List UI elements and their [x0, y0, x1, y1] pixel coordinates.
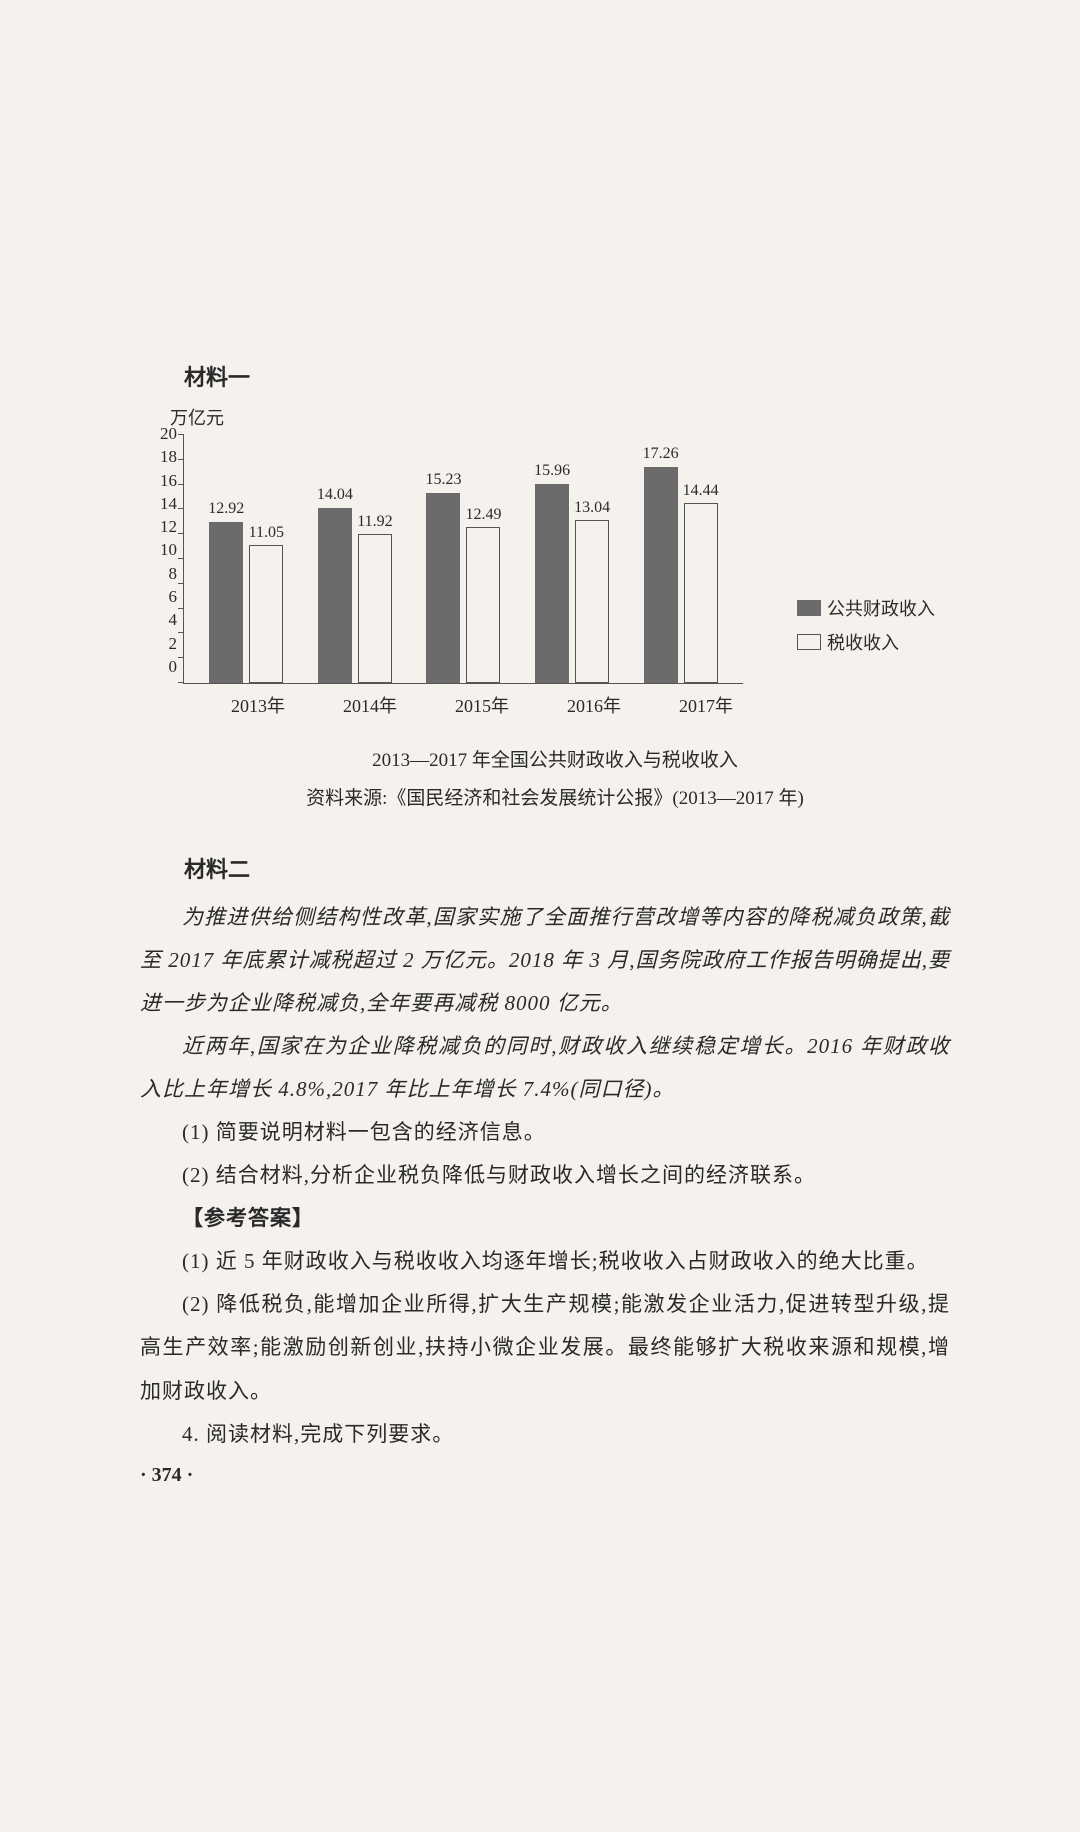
material2-text: 为推进供给侧结构性改革,国家实施了全面推行营改增等内容的降税减负政策,截至 20… — [140, 896, 950, 1111]
bar-value-label: 17.26 — [643, 445, 679, 463]
bar-value-label: 11.05 — [249, 524, 284, 542]
legend-label: 公共财政收入 — [827, 595, 935, 621]
y-tick-label: 2 — [160, 635, 177, 652]
paragraph-2: 近两年,国家在为企业降税减负的同时,财政收入继续稳定增长。2016 年财政收入比… — [140, 1025, 950, 1111]
legend-item-1: 公共财政收入 — [797, 595, 935, 621]
x-tick-label: 2013年 — [231, 692, 285, 718]
legend-item-2: 税收收入 — [797, 629, 935, 655]
bar-value-label: 15.23 — [425, 471, 461, 489]
bar-group: 17.2614.44 — [644, 467, 718, 683]
legend-swatch-empty — [797, 634, 821, 650]
bar: 13.04 — [575, 520, 609, 683]
questions: (1) 简要说明材料一包含的经济信息。 (2) 结合材料,分析企业税负降低与财政… — [140, 1111, 950, 1197]
bar-value-label: 14.04 — [317, 486, 353, 504]
y-tick-label: 4 — [160, 611, 177, 628]
bar-group: 15.2312.49 — [426, 493, 500, 683]
question-2: (2) 结合材料,分析企业税负降低与财政收入增长之间的经济联系。 — [140, 1154, 950, 1197]
bar: 17.26 — [644, 467, 678, 683]
bar-value-label: 12.92 — [208, 500, 244, 518]
x-tick-label: 2017年 — [679, 692, 733, 718]
question-4: 4. 阅读材料,完成下列要求。 — [140, 1413, 950, 1456]
answer-block: 【参考答案】 (1) 近 5 年财政收入与税收收入均逐年增长;税收收入占财政收入… — [140, 1197, 950, 1455]
x-tick-label: 2014年 — [343, 692, 397, 718]
bar-value-label: 12.49 — [465, 506, 501, 524]
legend-label: 税收收入 — [827, 629, 899, 655]
chart-source: 资料来源:《国民经济和社会发展统计公报》(2013—2017 年) — [160, 780, 950, 818]
y-tick-label: 12 — [160, 518, 177, 535]
bar-value-label: 15.96 — [534, 462, 570, 480]
chart-legend: 公共财政收入 税收收入 — [797, 595, 935, 663]
bar-value-label: 13.04 — [574, 499, 610, 517]
bar: 15.23 — [426, 493, 460, 683]
tick-container — [178, 434, 184, 683]
y-tick-label: 16 — [160, 472, 177, 489]
answer-2: (2) 降低税负,能增加企业所得,扩大生产规模;能激发企业活力,促进转型升级,提… — [140, 1283, 950, 1412]
bar-group: 15.9613.04 — [535, 484, 609, 684]
y-tick-label: 6 — [160, 588, 177, 605]
legend-swatch-filled — [797, 600, 821, 616]
bar: 11.05 — [249, 545, 283, 683]
y-tick-label: 20 — [160, 425, 177, 442]
material2-heading: 材料二 — [140, 852, 950, 884]
y-tick-label: 8 — [160, 565, 177, 582]
bar-value-label: 14.44 — [683, 482, 719, 500]
bar: 12.92 — [209, 522, 243, 684]
bar: 14.04 — [318, 508, 352, 684]
y-tick-label: 18 — [160, 448, 177, 465]
answer-heading: 【参考答案】 — [140, 1197, 950, 1240]
chart-caption: 2013—2017 年全国公共财政收入与税收收入 资料来源:《国民经济和社会发展… — [160, 742, 950, 818]
y-tick-label: 10 — [160, 541, 177, 558]
chart-title: 2013—2017 年全国公共财政收入与税收收入 — [160, 742, 950, 780]
y-tick-label: 14 — [160, 495, 177, 512]
x-tick-label: 2016年 — [567, 692, 621, 718]
x-tick-label: 2015年 — [455, 692, 509, 718]
answer-1: (1) 近 5 年财政收入与税收收入均逐年增长;税收收入占财政收入的绝大比重。 — [140, 1240, 950, 1283]
bar-group: 12.9211.05 — [209, 522, 283, 684]
bar: 12.49 — [466, 527, 500, 683]
y-axis-unit: 万亿元 — [170, 404, 950, 430]
bar-value-label: 11.92 — [357, 513, 392, 531]
question-1: (1) 简要说明材料一包含的经济信息。 — [140, 1111, 950, 1154]
bar-group: 14.0411.92 — [318, 508, 392, 684]
chart-plot: 12.9211.0514.0411.9215.2312.4915.9613.04… — [183, 434, 743, 684]
bar: 15.96 — [535, 484, 569, 684]
page-number: · 374 · — [140, 1464, 950, 1487]
bar: 11.92 — [358, 534, 392, 683]
paragraph-1: 为推进供给侧结构性改革,国家实施了全面推行营改增等内容的降税减负政策,截至 20… — [140, 896, 950, 1025]
material1-heading: 材料一 — [140, 360, 950, 392]
y-tick-label: 0 — [160, 658, 177, 675]
bar: 14.44 — [684, 503, 718, 684]
x-axis-labels: 2013年 2014年 2015年 2016年 2017年 — [202, 692, 762, 718]
